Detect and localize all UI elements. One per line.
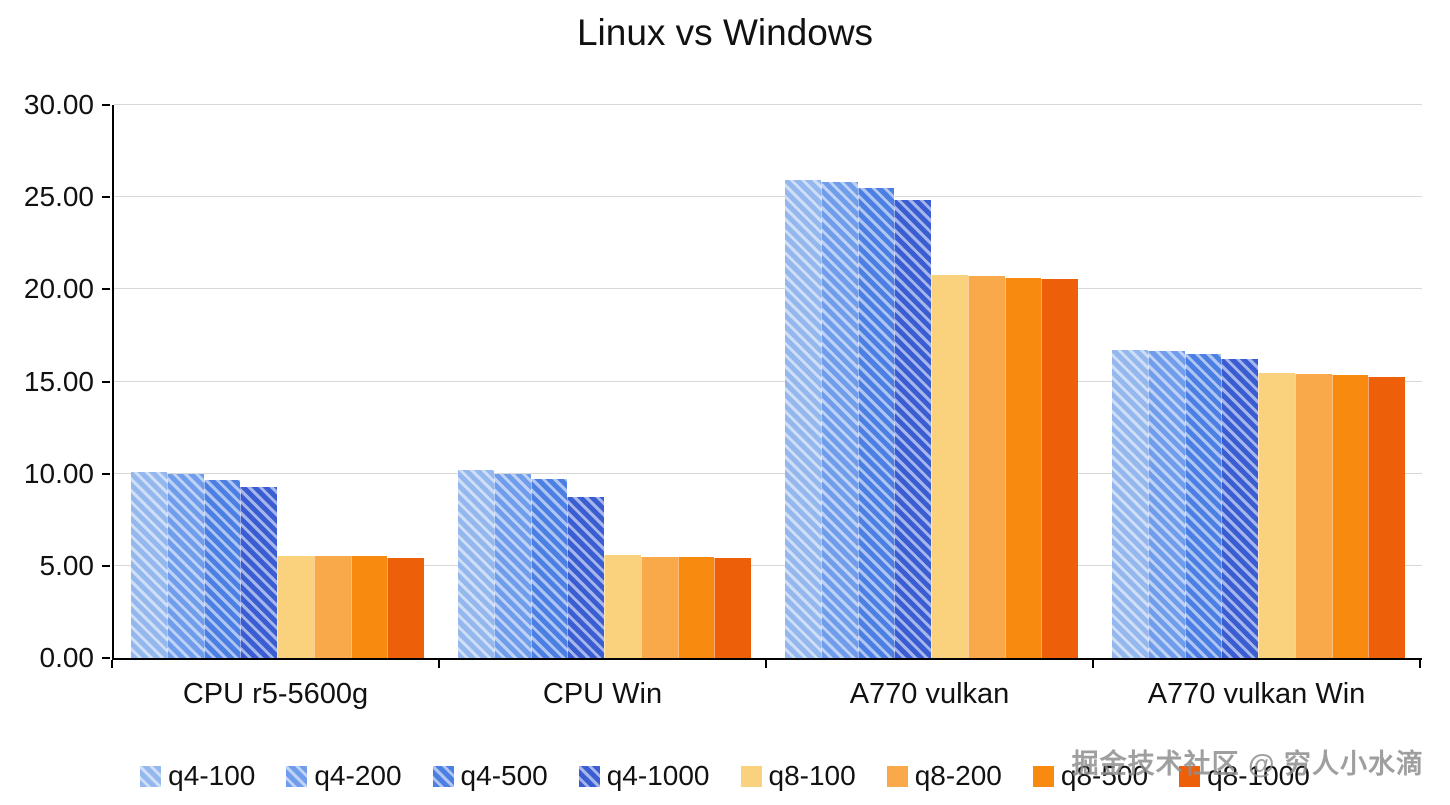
x-tick-mark: [1419, 660, 1421, 668]
legend-label: q4-100: [168, 760, 256, 791]
bar-q4-1000: [567, 496, 604, 658]
bar-q4-100: [131, 471, 167, 658]
y-tick-mark: [102, 472, 110, 475]
groups: [114, 105, 1422, 658]
legend-swatch-icon: [1179, 765, 1201, 787]
bar-q8-1000: [1041, 279, 1078, 658]
y-tick-mark: [102, 657, 110, 659]
y-tick-mark: [102, 104, 110, 106]
bar-q8-100: [1258, 373, 1295, 658]
bar-q8-500: [1004, 278, 1042, 658]
legend-item-q4-100: q4-100: [140, 760, 255, 792]
bar-q4-100: [785, 179, 821, 658]
bar-q8-200: [313, 555, 351, 658]
bar-q4-500: [1184, 353, 1222, 658]
legend-label: q8-500: [1060, 760, 1149, 791]
bar-group-a770-vulkan-win: [1095, 105, 1422, 658]
legend-label: q8-1000: [1207, 760, 1310, 791]
bar-q8-1000: [1368, 376, 1405, 658]
y-tick-label: 15.00: [23, 365, 94, 397]
category-label: CPU Win: [542, 678, 663, 710]
bar-group-cpu-win: [441, 105, 768, 658]
bar-q8-100: [604, 554, 641, 658]
legend-swatch-icon: [886, 765, 908, 787]
bar-q4-500: [530, 479, 568, 658]
legend-label: q4-500: [460, 760, 548, 791]
gridline: [114, 104, 1422, 105]
legend-label: q8-100: [768, 760, 856, 791]
y-axis-labels: 0.00 5.00 10.00 15.00 20.00 25.00 30.00: [0, 89, 110, 673]
y-tick-mark: [102, 380, 110, 383]
bar-q8-500: [1331, 375, 1369, 658]
category-label: CPU r5-5600g: [182, 678, 369, 710]
bar-q4-200: [820, 182, 858, 658]
category-label: A770 vulkan Win: [1147, 678, 1366, 710]
bar-q4-500: [203, 480, 241, 658]
bar-q8-500: [677, 556, 715, 658]
legend-item-q4-200: q4-200: [286, 760, 402, 792]
bar-q8-1000: [387, 557, 424, 658]
legend-swatch-icon: [286, 765, 308, 787]
x-tick-mark: [765, 660, 767, 668]
y-tick-label: 25.00: [23, 181, 94, 213]
category-labels: CPU r5-5600g CPU Win A770 vulkan A770 vulka…: [112, 678, 1420, 711]
gridline: [114, 564, 1422, 566]
y-tick-mark: [102, 288, 110, 291]
legend-swatch-icon: [140, 765, 162, 787]
bar-q4-1000: [1221, 359, 1258, 658]
x-tick-mark: [438, 660, 440, 668]
y-tick-mark: [102, 196, 110, 199]
x-tick-mark: [111, 660, 113, 668]
legend-item-q4-1000: q4-1000: [578, 760, 710, 792]
gridline: [114, 196, 1422, 198]
bar-q4-1000: [240, 486, 277, 658]
bar-q4-200: [166, 473, 204, 658]
legend-label: q8-200: [914, 760, 1002, 791]
legend-item-q8-1000: q8-1000: [1179, 760, 1310, 792]
bar-q8-200: [640, 556, 678, 658]
y-tick-label: 30.00: [23, 89, 94, 120]
bar-q8-200: [967, 275, 1005, 658]
bar-q8-200: [1294, 374, 1332, 658]
bar-q4-200: [1147, 351, 1185, 658]
gridline: [114, 472, 1422, 474]
plot-area: [112, 104, 1422, 660]
watermark: 掘金技术社区 @ 穷人小水滴: [1071, 749, 1424, 779]
legend-swatch-icon: [1032, 765, 1054, 787]
legend-item-q4-500: q4-500: [432, 760, 548, 792]
category-label: A770 vulkan: [849, 678, 1010, 710]
legend-item-q8-100: q8-100: [740, 760, 856, 792]
bar-q4-100: [458, 469, 494, 658]
y-tick-label: 20.00: [23, 273, 94, 305]
bar-q4-200: [493, 473, 531, 658]
legend-swatch-icon: [432, 765, 454, 787]
legend-item-q8-500: q8-500: [1032, 760, 1149, 792]
legend-label: q4-200: [314, 760, 402, 791]
y-tick-label: 0.00: [39, 642, 95, 673]
bar-q8-500: [350, 555, 388, 658]
bar-q4-100: [1112, 350, 1148, 658]
gridline: [114, 380, 1422, 382]
bar-q4-1000: [894, 199, 931, 658]
legend: q4-100 q4-200 q4-500 q4-1000 q8-100 q8-200 q8-…: [110, 760, 1340, 792]
legend-swatch-icon: [578, 765, 600, 787]
legend-label: q4-1000: [606, 760, 710, 791]
chart-title: Linux vs Windows: [576, 12, 874, 53]
y-tick-label: 10.00: [23, 457, 94, 489]
y-tick-label: 5.00: [39, 549, 95, 581]
bar-q8-1000: [714, 558, 751, 658]
bar-q4-500: [857, 187, 895, 658]
bar-group-a770-vulkan: [768, 105, 1095, 658]
bar-q8-100: [931, 274, 968, 658]
y-tick-mark: [102, 564, 110, 567]
bar-group-cpu-r5-5600g: [114, 105, 441, 658]
x-axis-ticks: [111, 660, 1421, 670]
bar-q8-100: [277, 555, 314, 658]
legend-item-q8-200: q8-200: [886, 760, 1002, 792]
legend-swatch-icon: [740, 765, 762, 787]
x-tick-mark: [1092, 660, 1094, 668]
gridline: [114, 288, 1422, 290]
